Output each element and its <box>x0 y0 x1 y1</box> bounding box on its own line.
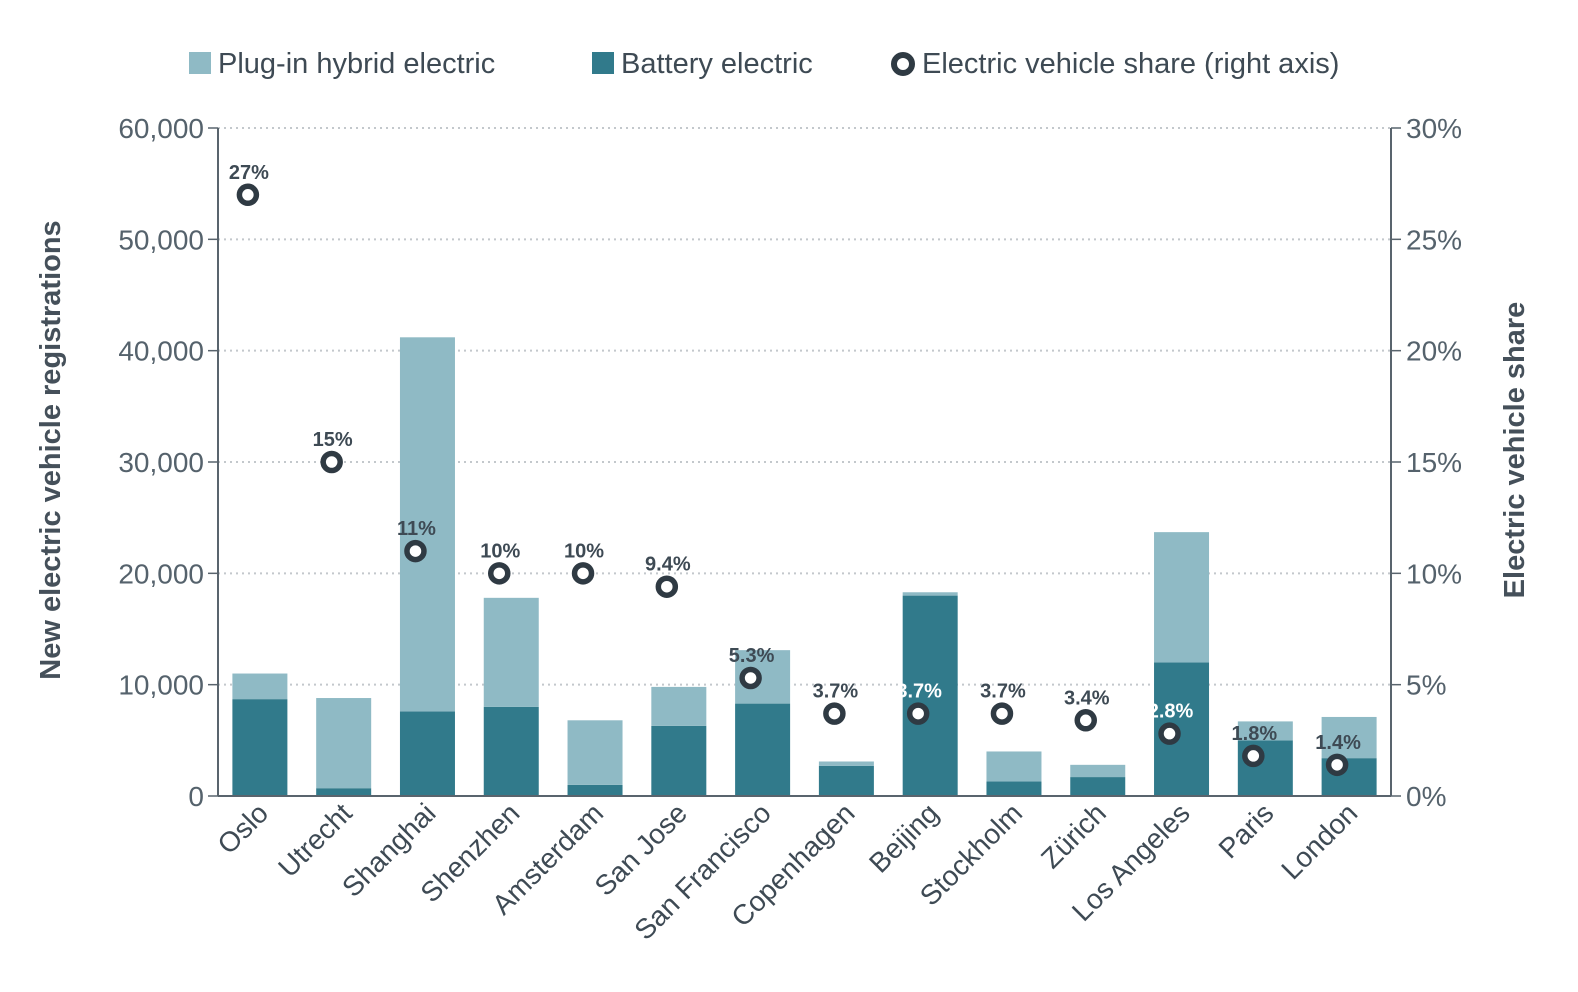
share-marker <box>488 562 511 585</box>
share-marker <box>1074 709 1097 732</box>
legend-label-battery-electric: Battery electric <box>621 48 813 80</box>
category-label: Utrecht <box>272 797 358 883</box>
bar-plugin-hybrid <box>399 337 455 712</box>
bar-battery-electric <box>651 725 707 796</box>
category-label: Paris <box>1213 797 1280 864</box>
bar-plugin-hybrid <box>232 673 288 700</box>
share-data-label: 10% <box>480 540 520 562</box>
share-marker <box>320 450 343 474</box>
category-label: Zürich <box>1035 797 1112 874</box>
share-data-label: 1.8% <box>1232 723 1278 745</box>
left-tick-label: 50,000 <box>118 224 204 255</box>
share-data-label: 10% <box>564 540 604 562</box>
share-data-labels: 27% 15% 11% 10% 10% 9.4% 5.3% 3.7% 3.7% 3.7% 3.4% 2… <box>229 162 1361 754</box>
bar-plugin-hybrid <box>483 597 539 707</box>
left-tick-label: 20,000 <box>118 558 204 589</box>
bar-battery-electric <box>818 765 874 796</box>
bar-battery-electric <box>316 788 372 796</box>
share-data-label: 5.3% <box>729 645 775 667</box>
legend-label-plugin-hybrid: Plug-in hybrid electric <box>218 48 495 80</box>
share-marker <box>571 562 595 585</box>
bar-plugin-hybrid <box>902 592 958 596</box>
axes <box>217 128 1392 797</box>
left-axis-ticks: 0 10,000 20,000 30,000 40,000 50,000 60,000 <box>118 113 218 812</box>
right-tick-label: 30% <box>1406 113 1462 144</box>
share-data-label: 3.7% <box>980 681 1026 703</box>
bar-battery-electric <box>232 699 288 796</box>
bar-battery-electric <box>483 706 539 796</box>
right-tick-label: 5% <box>1406 670 1446 701</box>
bar-plugin-hybrid <box>1237 721 1293 741</box>
left-tick-label: 60,000 <box>118 113 204 144</box>
legend: Plug-in hybrid electric Battery electric… <box>189 48 1339 80</box>
category-label: London <box>1275 797 1363 885</box>
category-label: Oslo <box>212 797 275 860</box>
bar-battery-electric <box>399 711 455 796</box>
left-tick-label: 0 <box>188 781 204 812</box>
right-tick-label: 20% <box>1406 336 1462 367</box>
share-marker <box>906 702 930 725</box>
share-data-label: 3.4% <box>1064 687 1110 709</box>
right-tick-label: 10% <box>1406 558 1462 589</box>
legend-swatch-battery-electric <box>592 52 614 74</box>
bar-battery-electric <box>986 781 1042 796</box>
share-marker <box>823 702 846 725</box>
bar-battery-electric <box>735 703 791 796</box>
share-markers <box>236 183 1349 777</box>
bar-plugin-hybrid <box>567 720 623 785</box>
share-marker <box>739 666 762 690</box>
share-marker <box>655 575 679 598</box>
bar-plugin-hybrid <box>818 761 874 766</box>
right-tick-label: 0% <box>1406 781 1446 812</box>
right-axis-ticks: 0% 5% 10% 15% 20% 25% 30% <box>1391 113 1462 812</box>
bar-plugin-hybrid <box>651 686 707 726</box>
share-marker <box>1242 744 1265 768</box>
share-data-label: 9.4% <box>645 554 691 576</box>
share-data-label: 3.7% <box>813 681 859 703</box>
legend-label-ev-share: Electric vehicle share (right axis) <box>922 48 1339 80</box>
right-axis-title: Electric vehicle share <box>1499 302 1531 599</box>
bar-series <box>232 337 1377 796</box>
right-tick-label: 15% <box>1406 447 1462 478</box>
category-labels: OsloUtrechtShanghaiShenzhenAmsterdamSan … <box>212 797 1364 946</box>
legend-swatch-plugin-hybrid <box>189 52 211 74</box>
share-data-label: 3.7% <box>896 681 942 703</box>
gridlines <box>218 127 1391 686</box>
bar-battery-electric <box>902 595 958 796</box>
share-marker <box>1158 722 1181 745</box>
bar-plugin-hybrid <box>1321 716 1377 759</box>
category-label: Beijing <box>863 797 944 878</box>
share-marker <box>236 183 260 207</box>
left-axis-title: New electric vehicle registrations <box>35 220 67 679</box>
share-marker <box>404 539 427 563</box>
bar-plugin-hybrid <box>316 698 372 789</box>
left-tick-label: 10,000 <box>118 670 204 701</box>
bar-plugin-hybrid <box>1070 764 1126 778</box>
bar-plugin-hybrid <box>1154 532 1210 663</box>
share-data-label: 11% <box>397 518 436 540</box>
legend-marker-ev-share <box>891 52 915 76</box>
share-marker <box>1325 753 1349 777</box>
left-tick-label: 30,000 <box>118 447 204 478</box>
bar-battery-electric <box>1070 777 1126 796</box>
share-data-label: 15% <box>313 429 353 451</box>
bar-plugin-hybrid <box>986 751 1042 782</box>
right-tick-label: 25% <box>1406 224 1462 255</box>
share-data-label: 2.8% <box>1148 701 1194 723</box>
bar-battery-electric <box>567 784 623 796</box>
share-marker <box>990 702 1014 725</box>
share-data-label: 1.4% <box>1315 732 1361 754</box>
share-data-label: 27% <box>229 162 269 184</box>
left-tick-label: 40,000 <box>118 336 204 367</box>
